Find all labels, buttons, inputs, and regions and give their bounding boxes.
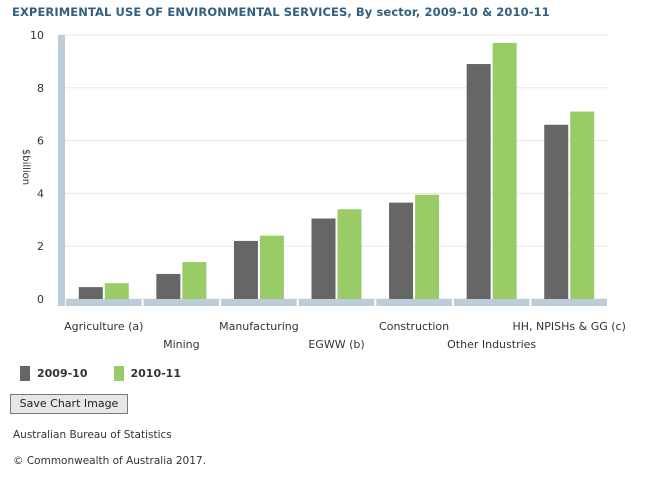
bar-2010-11 [104, 283, 129, 299]
chart-legend: 2009-10 2010-11 [20, 366, 207, 381]
bar-2010-11 [492, 42, 517, 300]
x-axis-band-segment [376, 299, 452, 306]
bar-2009-10 [389, 202, 414, 299]
x-tick-label: HH, NPISHs & GG (c) [513, 320, 626, 333]
save-chart-image-button[interactable]: Save Chart Image [10, 394, 128, 414]
y-tick-label: 10 [30, 29, 44, 42]
x-axis-band-segment [143, 299, 220, 306]
legend-swatch-2010-11 [113, 366, 124, 381]
x-axis-band-segment [298, 299, 375, 306]
x-axis-band-segment [66, 299, 142, 306]
legend-swatch-2009-10 [20, 366, 30, 381]
bar-2010-11 [570, 111, 595, 299]
y-tick-label: 6 [37, 135, 44, 148]
bar-2010-11 [182, 262, 207, 299]
bar-2010-11 [415, 194, 440, 299]
x-axis-band-segment [531, 299, 607, 306]
legend-item-2010-11[interactable]: 2010-11 [113, 366, 182, 381]
x-tick-label: Mining [163, 338, 200, 351]
y-tick-label: 0 [37, 293, 44, 306]
source-text: Australian Bureau of Statistics [13, 429, 172, 441]
legend-item-2009-10[interactable]: 2009-10 [20, 366, 88, 381]
bar-2010-11 [259, 235, 284, 299]
chart-area: 0 2 4 6 8 10 $billion Agriculture (a) Mining Manu… [20, 29, 626, 351]
y-axis-label: $billion [20, 149, 31, 185]
x-axis-band-segment [453, 299, 530, 306]
y-axis-band [58, 35, 65, 306]
copyright-text: © Commonwealth of Australia 2017. [13, 455, 206, 467]
x-tick-label: Manufacturing [219, 320, 299, 333]
chart-title: EXPERIMENTAL USE OF ENVIRONMENTAL SERVIC… [12, 5, 550, 19]
x-tick-label: EGWW (b) [308, 338, 364, 351]
bar-2010-11 [337, 209, 362, 299]
y-tick-label: 2 [37, 240, 44, 253]
x-tick-label: Other Industries [447, 338, 536, 351]
y-tick-label: 4 [37, 187, 44, 200]
x-tick-label: Construction [379, 320, 449, 333]
x-tick-label: Agriculture (a) [64, 320, 143, 333]
x-axis-band-segment [221, 299, 297, 306]
bar-2009-10 [233, 240, 258, 299]
y-tick-label: 8 [37, 82, 44, 95]
bar-2009-10 [156, 273, 181, 299]
bar-2009-10 [78, 287, 103, 299]
bar-2009-10 [544, 124, 569, 299]
bar-2009-10 [466, 64, 491, 299]
legend-label-2009-10: 2009-10 [37, 367, 88, 380]
bar-2009-10 [311, 218, 336, 299]
legend-label-2010-11: 2010-11 [130, 367, 182, 380]
